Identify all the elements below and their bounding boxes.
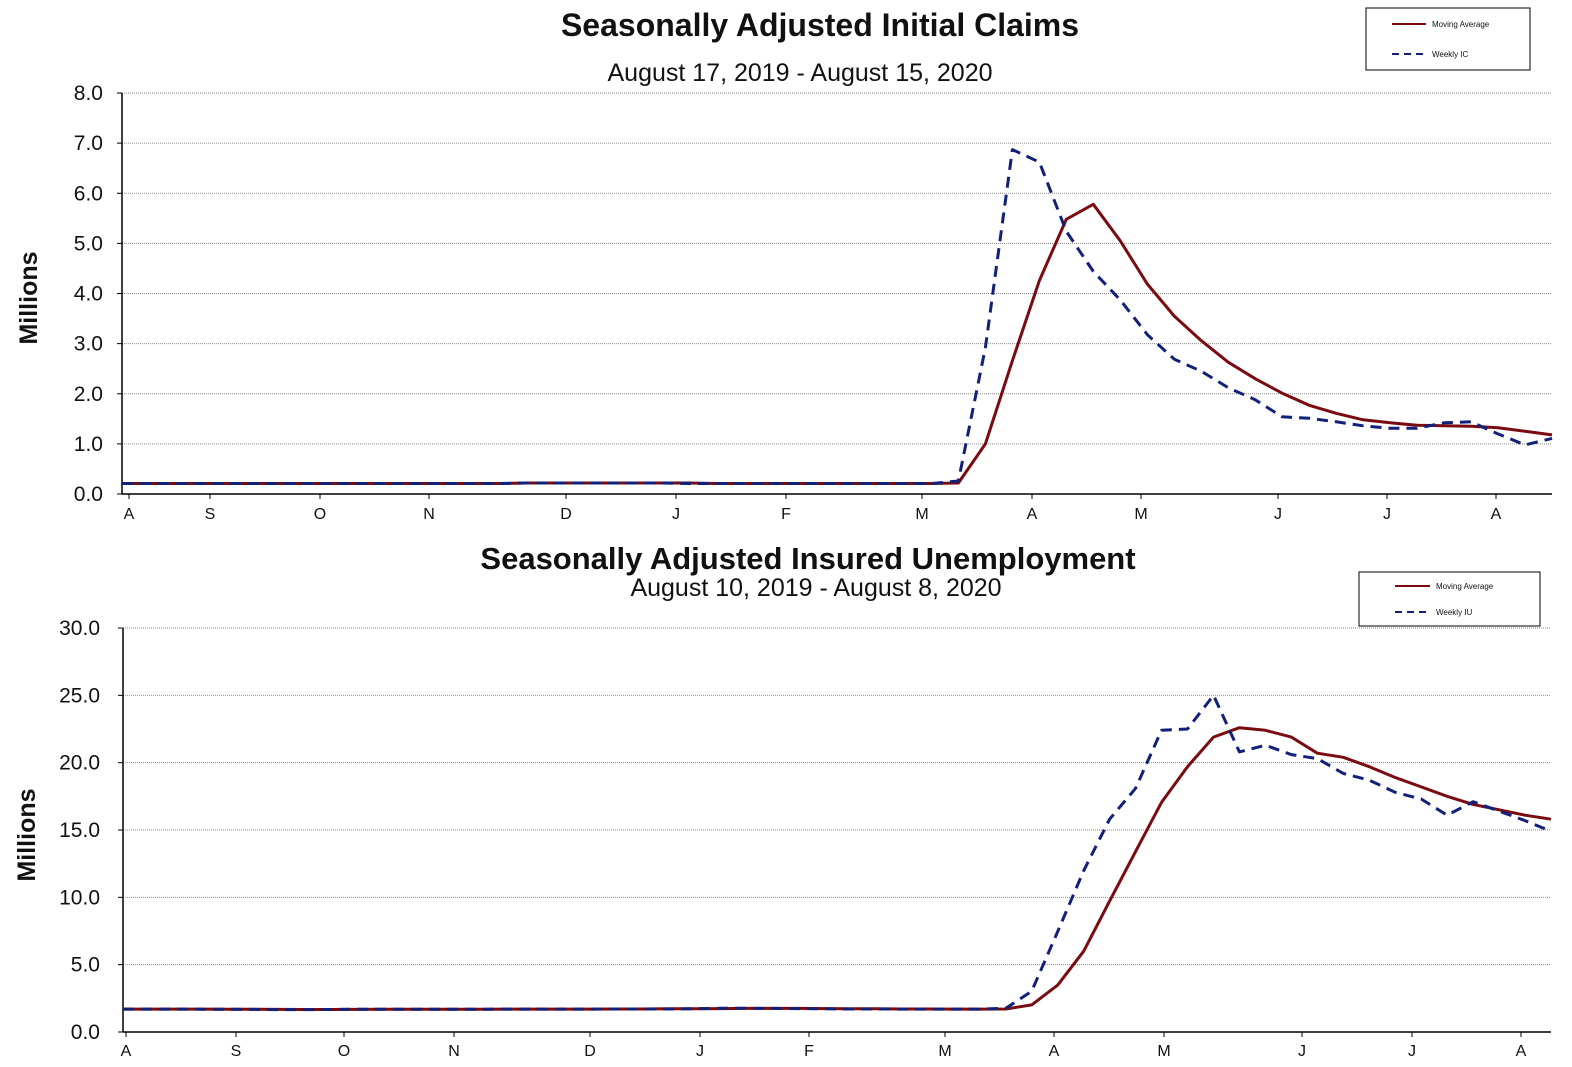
insured-unemployment-y-tick-label: 25.0	[59, 684, 100, 707]
initial-claims-legend-weekly-label: Weekly IC	[1432, 50, 1469, 59]
initial-claims-y-tick-label: 3.0	[74, 333, 103, 356]
initial-claims-x-tick-label: N	[423, 506, 435, 523]
insured-unemployment-series	[123, 693, 1552, 1012]
initial-claims-x-tick-label: O	[314, 506, 326, 523]
insured-unemployment-x-tick-label: F	[804, 1043, 814, 1060]
initial-claims-series	[122, 148, 1553, 485]
insured-unemployment-legend-weekly-label: Weekly IU	[1436, 608, 1473, 617]
initial-claims-chart: Seasonally Adjusted Initial Claims Augus…	[15, 7, 1553, 523]
insured-unemployment-y-axis-label: Millions	[13, 788, 41, 881]
initial-claims-y-tick-label: 0.0	[74, 483, 103, 506]
insured-unemployment-x-tick-label: J	[1298, 1043, 1306, 1060]
initial-claims-y-tick-label: 1.0	[74, 433, 103, 456]
insured-unemployment-subtitle: August 10, 2019 - August 8, 2020	[630, 574, 1001, 602]
insured-unemployment-x-tick-label: A	[1049, 1043, 1060, 1060]
initial-claims-x-tick-label: M	[915, 506, 928, 523]
initial-claims-x-tick-label: A	[1027, 506, 1038, 523]
insured-unemployment-legend-box	[1358, 571, 1541, 627]
insured-unemployment-series-weekly-line	[123, 693, 1552, 1012]
initial-claims-x-tick-label: F	[781, 506, 791, 523]
initial-claims-y-axis-label: Millions	[15, 251, 43, 344]
initial-claims-y-tick-label: 5.0	[74, 232, 103, 255]
initial-claims-x-tick-label: J	[1274, 506, 1282, 523]
insured-unemployment-y-tick-label: 10.0	[59, 886, 100, 909]
initial-claims-gridlines	[121, 92, 1552, 495]
initial-claims-y-tick-label: 8.0	[74, 82, 103, 105]
insured-unemployment-x-tick-label: J	[1408, 1043, 1416, 1060]
initial-claims-y-tick-label: 2.0	[74, 383, 103, 406]
insured-unemployment-chart: Seasonally Adjusted Insured Unemployment…	[13, 541, 1552, 1060]
insured-unemployment-y-tick-label: 20.0	[59, 752, 100, 775]
insured-unemployment-y-tick-label: 15.0	[59, 819, 100, 842]
insured-unemployment-gridlines	[122, 627, 1551, 1033]
initial-claims-legend: Moving Average Weekly IC	[1365, 7, 1531, 71]
initial-claims-series-weekly-line	[122, 148, 1553, 485]
initial-claims-y-tick-label: 6.0	[74, 182, 103, 205]
initial-claims-x-tick-label: D	[560, 506, 572, 523]
insured-unemployment-x-tick-label: A	[121, 1043, 132, 1060]
insured-unemployment-x-tick-label: D	[584, 1043, 596, 1060]
insured-unemployment-title: Seasonally Adjusted Insured Unemployment	[480, 541, 1135, 576]
insured-unemployment-x-tick-label: M	[938, 1043, 951, 1060]
insured-unemployment-y-tick-label: 5.0	[71, 954, 100, 977]
insured-unemployment-x-tick-label: N	[448, 1043, 460, 1060]
insured-unemployment-x-tick-label: O	[338, 1043, 350, 1060]
initial-claims-y-ticks: 0.0 1.0 2.0 3.0 4.0 5.0 6.0 7.0 8.0	[74, 82, 122, 506]
initial-claims-x-tick-label: S	[205, 506, 216, 523]
initial-claims-y-tick-label: 7.0	[74, 132, 103, 155]
initial-claims-legend-box	[1365, 7, 1531, 71]
initial-claims-x-tick-label: A	[124, 506, 135, 523]
insured-unemployment-x-tick-label: S	[231, 1043, 242, 1060]
insured-unemployment-x-tick-label: A	[1516, 1043, 1527, 1060]
insured-unemployment-legend-moving-average-label: Moving Average	[1436, 582, 1494, 591]
initial-claims-x-tick-label: M	[1134, 506, 1147, 523]
initial-claims-subtitle: August 17, 2019 - August 15, 2020	[607, 59, 992, 87]
initial-claims-title: Seasonally Adjusted Initial Claims	[561, 7, 1079, 43]
insured-unemployment-y-tick-label: 0.0	[71, 1021, 100, 1044]
insured-unemployment-y-ticks: 0.0 5.0 10.0 15.0 20.0 25.0 30.0	[59, 617, 123, 1044]
initial-claims-x-tick-label: J	[672, 506, 680, 523]
initial-claims-x-tick-label: A	[1491, 506, 1502, 523]
insured-unemployment-y-tick-label: 30.0	[59, 617, 100, 640]
insured-unemployment-x-tick-label: J	[696, 1043, 704, 1060]
initial-claims-legend-moving-average-label: Moving Average	[1432, 20, 1490, 29]
initial-claims-y-tick-label: 4.0	[74, 283, 103, 306]
insured-unemployment-legend: Moving Average Weekly IU	[1358, 571, 1541, 627]
initial-claims-x-tick-label: J	[1383, 506, 1391, 523]
insured-unemployment-x-tick-label: M	[1157, 1043, 1170, 1060]
